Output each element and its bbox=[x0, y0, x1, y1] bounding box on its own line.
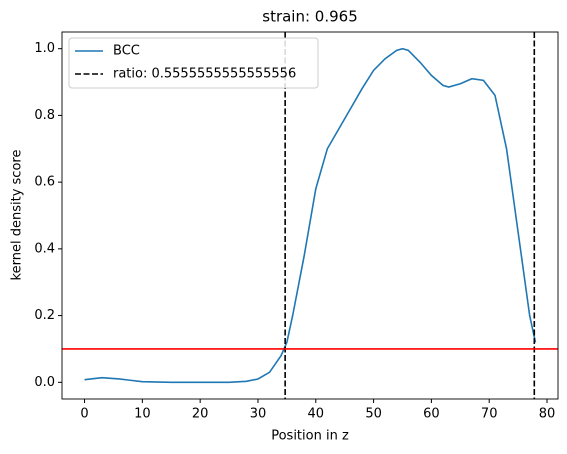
x-tick-label: 80 bbox=[539, 407, 556, 422]
x-tick-label: 0 bbox=[80, 407, 88, 422]
line-series bbox=[84, 47, 537, 384]
chart-title: strain: 0.965 bbox=[262, 8, 358, 26]
y-tick-label: 1.0 bbox=[34, 41, 55, 56]
y-axis-label: kernel density score bbox=[10, 150, 25, 281]
legend-label: ratio: 0.5555555555555556 bbox=[113, 67, 296, 82]
x-axis-label: Position in z bbox=[271, 429, 349, 444]
legend-box bbox=[68, 37, 319, 89]
x-tick-label: 70 bbox=[481, 407, 498, 422]
y-tick-label: 0.8 bbox=[34, 108, 55, 123]
x-tick-label: 30 bbox=[250, 407, 267, 422]
y-tick-label: 0.6 bbox=[34, 175, 55, 190]
axes-frame bbox=[61, 31, 559, 400]
x-tick-label: 10 bbox=[134, 407, 151, 422]
x-tick-label: 50 bbox=[365, 407, 382, 422]
legend-label: BCC bbox=[113, 44, 140, 59]
y-tick-label: 0.0 bbox=[34, 375, 55, 390]
y-tick-label: 0.2 bbox=[34, 308, 55, 323]
y-tick-label: 0.4 bbox=[34, 241, 55, 256]
x-tick-label: 20 bbox=[192, 407, 209, 422]
x-tick-label: 40 bbox=[308, 407, 325, 422]
x-tick-label: 60 bbox=[423, 407, 440, 422]
